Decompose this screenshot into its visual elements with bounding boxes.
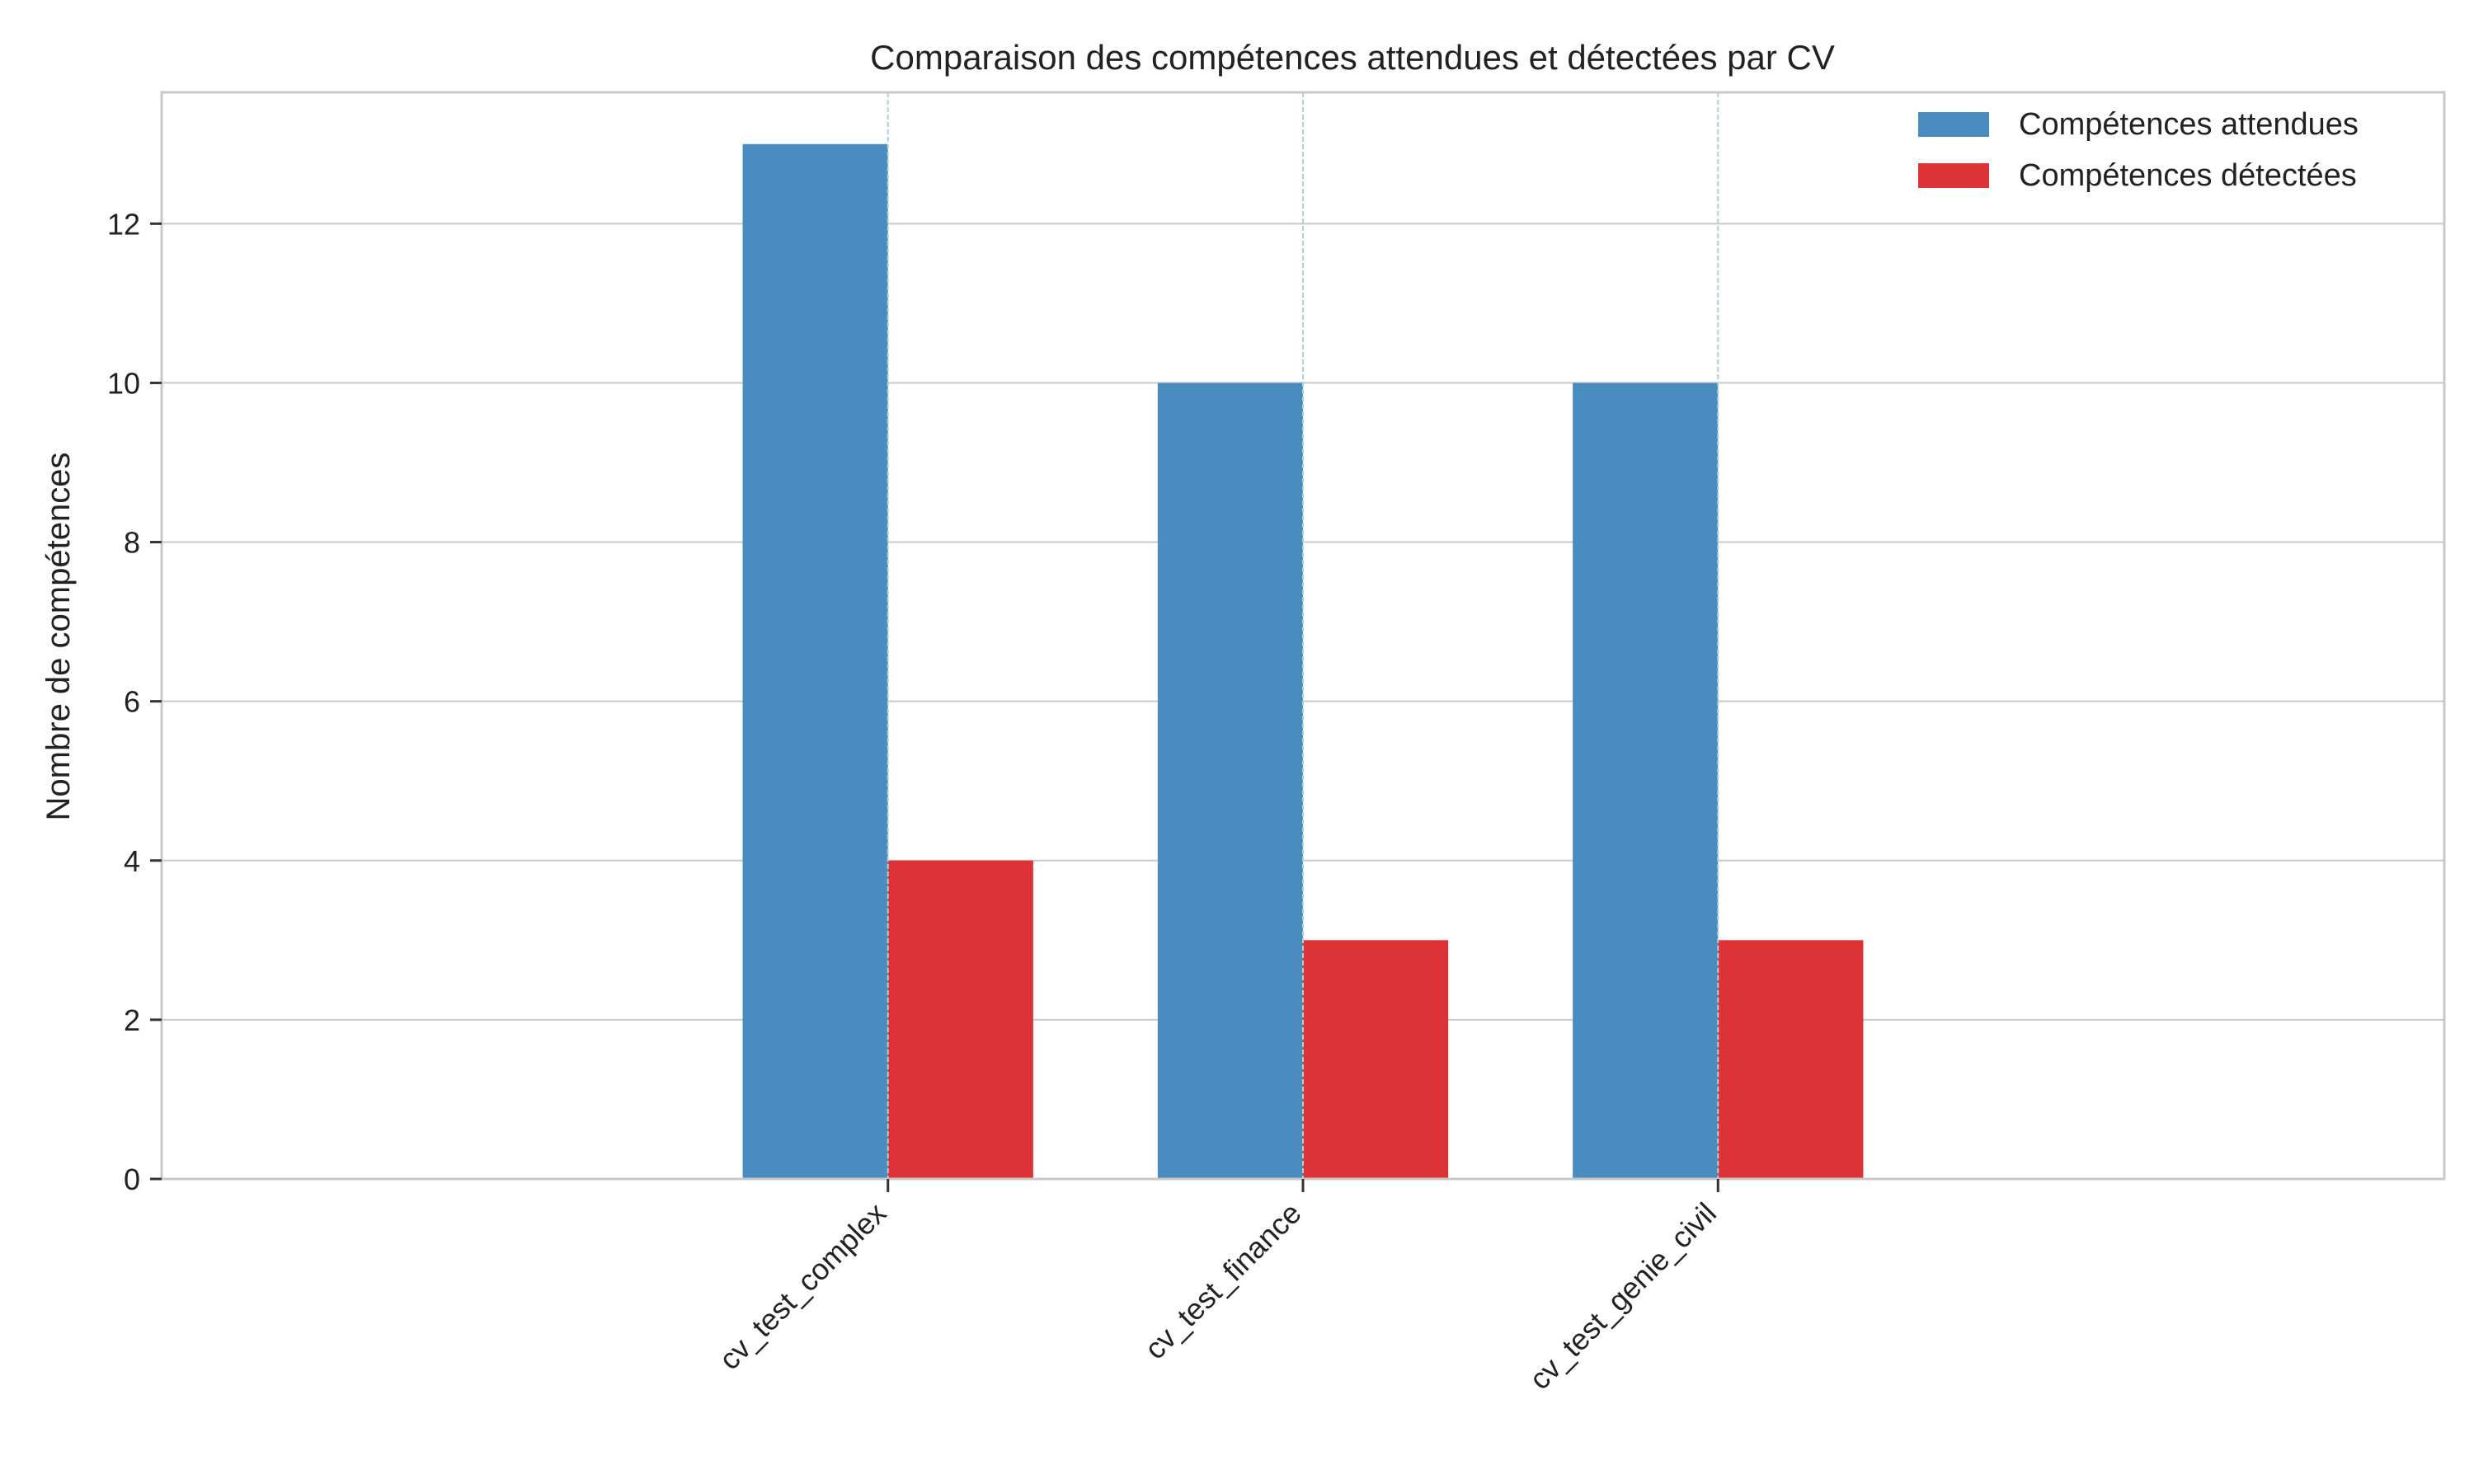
bar: [1573, 383, 1719, 1179]
legend: Compétences attendues Compétences détecté…: [1918, 107, 2359, 193]
bar: [742, 143, 888, 1179]
legend-label: Compétences détectées: [2019, 158, 2357, 193]
legend-swatch: [1918, 163, 1989, 188]
y-axis-label: Nombre de compétences: [40, 453, 77, 821]
legend-label: Compétences attendues: [2019, 107, 2359, 142]
y-tick-label: 0: [124, 1162, 140, 1196]
bar: [887, 860, 1033, 1179]
y-tick-label: 12: [107, 207, 140, 241]
y-tick-label: 4: [124, 844, 140, 878]
y-axis-ticks: 0 2 4 6 8 10 12: [107, 207, 162, 1196]
bar: [1718, 940, 1864, 1179]
x-tick-label: cv_test_finance: [1138, 1196, 1308, 1366]
bars: [742, 143, 1864, 1179]
x-axis-ticks: cv_test_complex cv_test_finance cv_test_ge…: [713, 1179, 1723, 1396]
y-tick-label: 6: [124, 685, 140, 719]
bar: [1157, 383, 1303, 1179]
legend-swatch: [1918, 112, 1989, 137]
y-tick-label: 8: [124, 526, 140, 560]
x-tick-label: cv_test_complex: [713, 1196, 893, 1377]
y-tick-label: 10: [107, 366, 140, 400]
x-tick-label: cv_test_genie_civil: [1522, 1196, 1723, 1397]
bar: [1303, 940, 1449, 1179]
category-separators: [887, 92, 1719, 1179]
chart-title: Comparaison des compétences attendues et…: [870, 38, 1835, 77]
y-tick-label: 2: [124, 1003, 140, 1037]
